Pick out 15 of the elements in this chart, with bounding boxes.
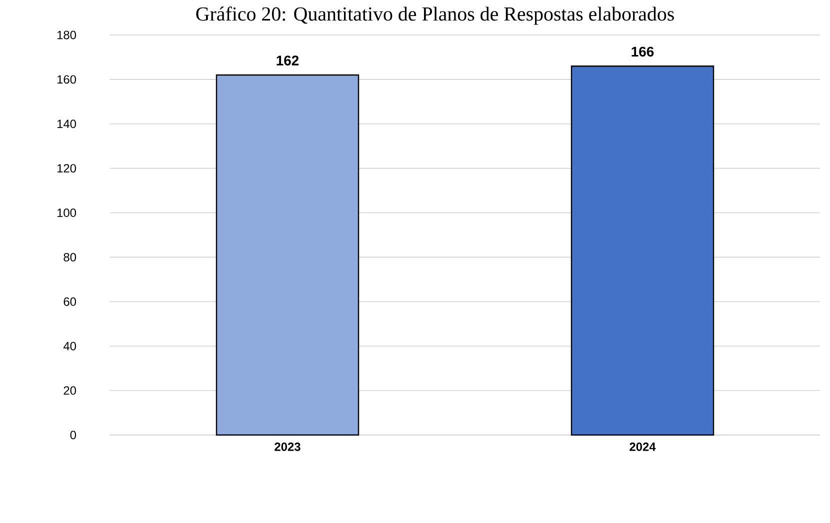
y-tick-label: 20 (64, 386, 76, 395)
y-tick-label: 40 (63, 342, 76, 350)
data-label: 162 (276, 56, 299, 66)
y-tick-label: 180 (57, 30, 76, 40)
y-tick-label: 80 (64, 252, 76, 262)
y-tick-label: 120 (57, 164, 76, 173)
data-label: 166 (632, 46, 654, 57)
y-tick-label: 60 (64, 297, 76, 306)
y-tick-label: 0 (70, 430, 76, 440)
y-tick-label: 160 (57, 75, 76, 84)
x-tick-label: 2023 (274, 442, 300, 451)
chart-title: Gráfico 20: Quantitativo de Planos de Respostas elaborados (196, 6, 674, 25)
y-tick-label: 100 (57, 208, 76, 217)
y-tick-label: 140 (57, 120, 76, 128)
x-tick-label: 2024 (630, 442, 656, 451)
